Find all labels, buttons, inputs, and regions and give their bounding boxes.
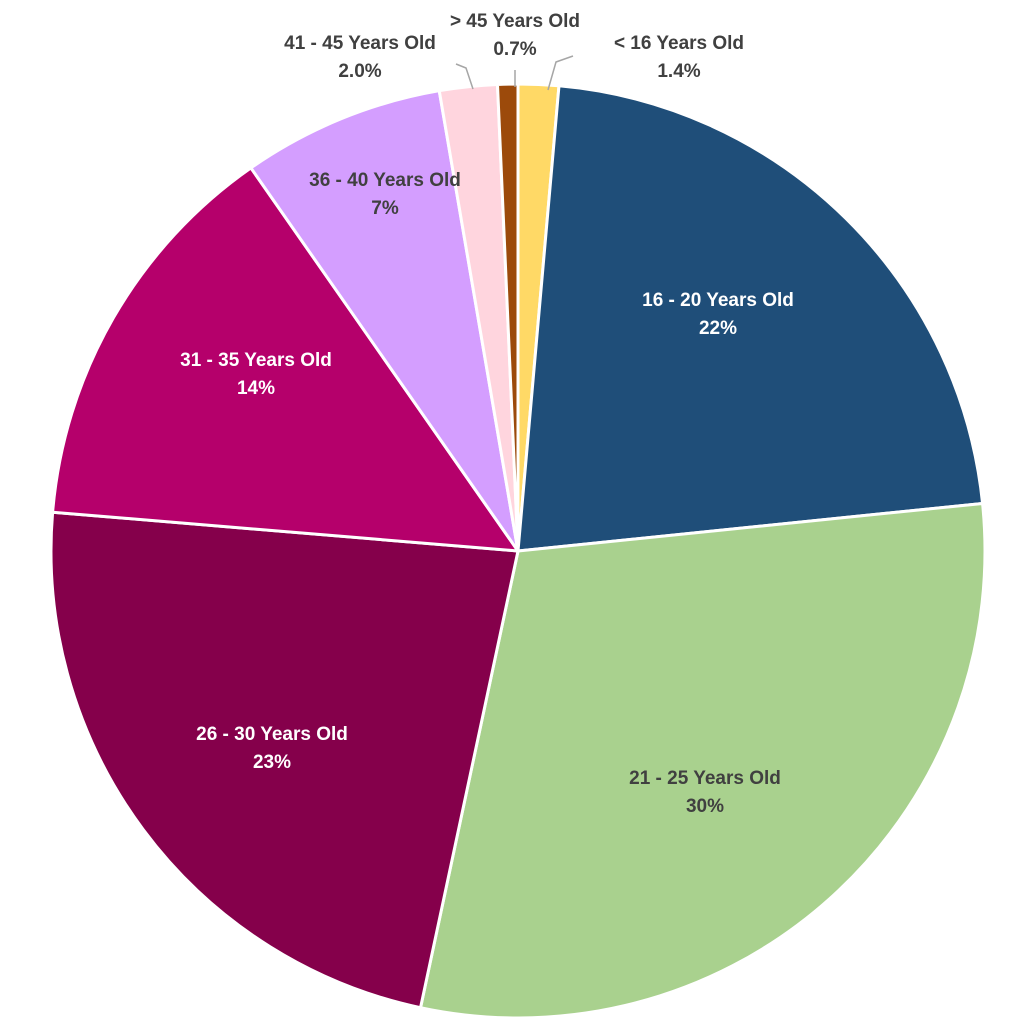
pie-slice bbox=[516, 84, 985, 553]
slice-label: 26 - 30 Years Old 23% bbox=[196, 724, 348, 773]
slice-label: < 16 Years Old 1.4% bbox=[614, 33, 744, 82]
slice-category-label: 31 - 35 Years Old bbox=[180, 350, 332, 371]
slice-category-label: 41 - 45 Years Old bbox=[284, 33, 436, 54]
slice-value-label: 30% bbox=[686, 796, 724, 817]
pie-slice bbox=[495, 82, 520, 553]
slice-category-label: < 16 Years Old bbox=[614, 33, 744, 54]
pie-slice bbox=[249, 89, 520, 553]
pie-slice bbox=[49, 510, 520, 1010]
pie-slices bbox=[49, 82, 987, 1020]
slice-label: > 45 Years Old 0.7% bbox=[450, 11, 580, 60]
leader-line bbox=[455, 63, 474, 90]
slice-value-label: 23% bbox=[253, 752, 291, 773]
slice-label: 41 - 45 Years Old 2.0% bbox=[284, 33, 436, 82]
slice-value-label: 14% bbox=[237, 378, 275, 399]
slice-category-label: 21 - 25 Years Old bbox=[629, 768, 781, 789]
slice-category-label: 16 - 20 Years Old bbox=[642, 290, 794, 311]
slice-label: 21 - 25 Years Old 30% bbox=[629, 768, 781, 817]
leader-line bbox=[547, 55, 574, 91]
slice-value-label: 22% bbox=[699, 318, 737, 339]
pie-slice bbox=[419, 501, 987, 1020]
pie-slice bbox=[51, 166, 520, 553]
slice-label: 36 - 40 Years Old 7% bbox=[309, 170, 461, 219]
slice-category-label: > 45 Years Old bbox=[450, 11, 580, 32]
slice-value-label: 1.4% bbox=[657, 61, 700, 82]
leader-lines bbox=[455, 55, 574, 91]
slice-labels: < 16 Years Old 1.4% 16 - 20 Years Old 22% 21… bbox=[180, 11, 794, 817]
slice-value-label: 7% bbox=[371, 198, 399, 219]
slice-label: 16 - 20 Years Old 22% bbox=[642, 290, 794, 339]
slice-value-label: 0.7% bbox=[493, 39, 536, 60]
slice-value-label: 2.0% bbox=[338, 61, 381, 82]
slice-category-label: 36 - 40 Years Old bbox=[309, 170, 461, 191]
slice-label: 31 - 35 Years Old 14% bbox=[180, 350, 332, 399]
slice-category-label: 26 - 30 Years Old bbox=[196, 724, 348, 745]
